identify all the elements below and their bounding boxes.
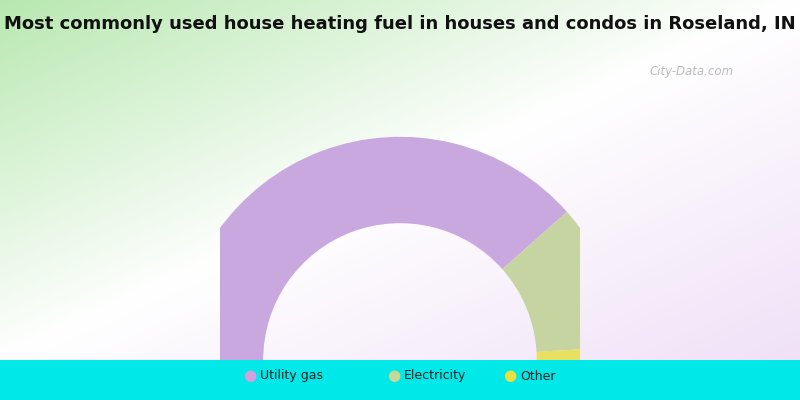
Wedge shape bbox=[177, 137, 567, 360]
Text: Utility gas: Utility gas bbox=[260, 370, 323, 382]
Wedge shape bbox=[502, 212, 623, 352]
Wedge shape bbox=[537, 347, 623, 360]
Text: ●: ● bbox=[502, 368, 516, 384]
Text: Most commonly used house heating fuel in houses and condos in Roseland, IN: Most commonly used house heating fuel in… bbox=[4, 15, 796, 33]
Text: ●: ● bbox=[242, 368, 256, 384]
Text: ●: ● bbox=[386, 368, 400, 384]
Text: City-Data.com: City-Data.com bbox=[650, 66, 734, 78]
Text: Electricity: Electricity bbox=[404, 370, 466, 382]
Text: Other: Other bbox=[520, 370, 555, 382]
